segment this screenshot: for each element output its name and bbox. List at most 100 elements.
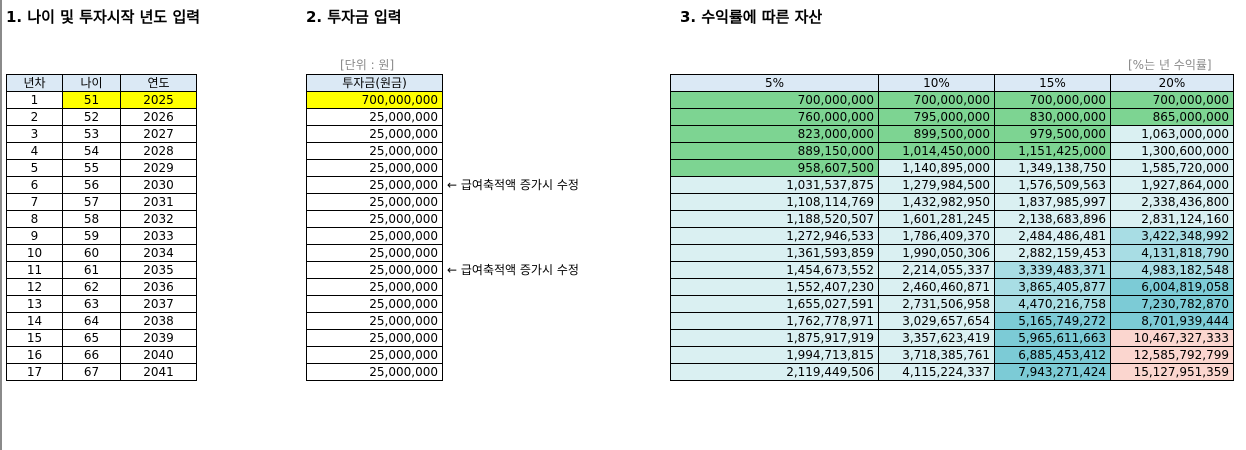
year-cell[interactable]: 2038 (120, 312, 197, 330)
year-cell[interactable]: 2037 (120, 295, 197, 313)
asset-10pct-cell[interactable]: 2,214,055,337 (878, 261, 995, 279)
asset-10pct-cell[interactable]: 2,460,460,871 (878, 278, 995, 296)
col-header-year-number[interactable]: 년차 (6, 74, 63, 92)
col-header-5pct[interactable]: 5% (670, 74, 879, 92)
investment-amount-cell[interactable]: 25,000,000 (306, 227, 443, 245)
year-number-cell[interactable]: 15 (6, 329, 63, 347)
year-number-cell[interactable]: 2 (6, 108, 63, 126)
year-number-cell[interactable]: 1 (6, 91, 63, 109)
asset-10pct-cell[interactable]: 1,786,409,370 (878, 227, 995, 245)
asset-5pct-cell[interactable]: 1,272,946,533 (670, 227, 879, 245)
asset-10pct-cell[interactable]: 3,357,623,419 (878, 329, 995, 347)
age-cell[interactable]: 58 (62, 210, 121, 228)
asset-20pct-cell[interactable]: 7,230,782,870 (1110, 295, 1234, 313)
investment-amount-cell[interactable]: 25,000,000 (306, 363, 443, 381)
year-cell[interactable]: 2031 (120, 193, 197, 211)
age-cell[interactable]: 62 (62, 278, 121, 296)
asset-5pct-cell[interactable]: 700,000,000 (670, 91, 879, 109)
asset-5pct-cell[interactable]: 958,607,500 (670, 159, 879, 177)
age-cell[interactable]: 65 (62, 329, 121, 347)
year-number-cell[interactable]: 10 (6, 244, 63, 262)
asset-20pct-cell[interactable]: 4,131,818,790 (1110, 244, 1234, 262)
year-cell[interactable]: 2040 (120, 346, 197, 364)
asset-10pct-cell[interactable]: 1,432,982,950 (878, 193, 995, 211)
investment-amount-cell[interactable]: 25,000,000 (306, 142, 443, 160)
investment-amount-cell[interactable]: 25,000,000 (306, 193, 443, 211)
investment-amount-cell[interactable]: 25,000,000 (306, 244, 443, 262)
year-number-cell[interactable]: 17 (6, 363, 63, 381)
asset-15pct-cell[interactable]: 3,339,483,371 (994, 261, 1111, 279)
asset-20pct-cell[interactable]: 10,467,327,333 (1110, 329, 1234, 347)
asset-10pct-cell[interactable]: 1,990,050,306 (878, 244, 995, 262)
asset-20pct-cell[interactable]: 865,000,000 (1110, 108, 1234, 126)
asset-10pct-cell[interactable]: 1,014,450,000 (878, 142, 995, 160)
asset-15pct-cell[interactable]: 5,165,749,272 (994, 312, 1111, 330)
asset-5pct-cell[interactable]: 1,552,407,230 (670, 278, 879, 296)
asset-15pct-cell[interactable]: 979,500,000 (994, 125, 1111, 143)
asset-5pct-cell[interactable]: 1,454,673,552 (670, 261, 879, 279)
year-number-cell[interactable]: 8 (6, 210, 63, 228)
asset-15pct-cell[interactable]: 700,000,000 (994, 91, 1111, 109)
asset-15pct-cell[interactable]: 6,885,453,412 (994, 346, 1111, 364)
age-cell[interactable]: 53 (62, 125, 121, 143)
asset-20pct-cell[interactable]: 1,300,600,000 (1110, 142, 1234, 160)
year-cell[interactable]: 2034 (120, 244, 197, 262)
year-number-cell[interactable]: 11 (6, 261, 63, 279)
investment-amount-cell[interactable]: 25,000,000 (306, 210, 443, 228)
asset-5pct-cell[interactable]: 760,000,000 (670, 108, 879, 126)
asset-5pct-cell[interactable]: 1,108,114,769 (670, 193, 879, 211)
asset-20pct-cell[interactable]: 8,701,939,444 (1110, 312, 1234, 330)
asset-15pct-cell[interactable]: 1,576,509,563 (994, 176, 1111, 194)
age-cell[interactable]: 54 (62, 142, 121, 160)
year-cell[interactable]: 2028 (120, 142, 197, 160)
year-number-cell[interactable]: 6 (6, 176, 63, 194)
asset-5pct-cell[interactable]: 1,188,520,507 (670, 210, 879, 228)
asset-10pct-cell[interactable]: 1,601,281,245 (878, 210, 995, 228)
asset-15pct-cell[interactable]: 2,484,486,481 (994, 227, 1111, 245)
asset-5pct-cell[interactable]: 1,994,713,815 (670, 346, 879, 364)
year-number-cell[interactable]: 4 (6, 142, 63, 160)
age-cell[interactable]: 52 (62, 108, 121, 126)
asset-10pct-cell[interactable]: 700,000,000 (878, 91, 995, 109)
investment-amount-cell[interactable]: 25,000,000 (306, 295, 443, 313)
year-cell[interactable]: 2030 (120, 176, 197, 194)
asset-5pct-cell[interactable]: 1,875,917,919 (670, 329, 879, 347)
year-number-cell[interactable]: 7 (6, 193, 63, 211)
age-cell[interactable]: 60 (62, 244, 121, 262)
age-cell[interactable]: 61 (62, 261, 121, 279)
col-header-investment[interactable]: 투자금(원금) (306, 74, 443, 92)
asset-5pct-cell[interactable]: 823,000,000 (670, 125, 879, 143)
asset-10pct-cell[interactable]: 1,140,895,000 (878, 159, 995, 177)
year-number-cell[interactable]: 16 (6, 346, 63, 364)
asset-20pct-cell[interactable]: 6,004,819,058 (1110, 278, 1234, 296)
asset-5pct-cell[interactable]: 1,762,778,971 (670, 312, 879, 330)
year-number-cell[interactable]: 5 (6, 159, 63, 177)
asset-15pct-cell[interactable]: 7,943,271,424 (994, 363, 1111, 381)
asset-15pct-cell[interactable]: 2,882,159,453 (994, 244, 1111, 262)
year-cell[interactable]: 2035 (120, 261, 197, 279)
asset-15pct-cell[interactable]: 1,837,985,997 (994, 193, 1111, 211)
col-header-15pct[interactable]: 15% (994, 74, 1111, 92)
year-number-cell[interactable]: 3 (6, 125, 63, 143)
col-header-10pct[interactable]: 10% (878, 74, 995, 92)
age-cell[interactable]: 56 (62, 176, 121, 194)
age-cell[interactable]: 63 (62, 295, 121, 313)
year-number-cell[interactable]: 12 (6, 278, 63, 296)
year-cell[interactable]: 2033 (120, 227, 197, 245)
asset-20pct-cell[interactable]: 2,831,124,160 (1110, 210, 1234, 228)
asset-15pct-cell[interactable]: 830,000,000 (994, 108, 1111, 126)
asset-5pct-cell[interactable]: 889,150,000 (670, 142, 879, 160)
year-cell[interactable]: 2026 (120, 108, 197, 126)
asset-15pct-cell[interactable]: 4,470,216,758 (994, 295, 1111, 313)
asset-10pct-cell[interactable]: 3,718,385,761 (878, 346, 995, 364)
asset-20pct-cell[interactable]: 700,000,000 (1110, 91, 1234, 109)
investment-amount-cell[interactable]: 25,000,000 (306, 261, 443, 279)
year-number-cell[interactable]: 9 (6, 227, 63, 245)
investment-amount-cell[interactable]: 25,000,000 (306, 159, 443, 177)
asset-20pct-cell[interactable]: 1,063,000,000 (1110, 125, 1234, 143)
investment-amount-cell[interactable]: 25,000,000 (306, 278, 443, 296)
age-cell[interactable]: 57 (62, 193, 121, 211)
investment-amount-cell[interactable]: 25,000,000 (306, 329, 443, 347)
age-cell[interactable]: 66 (62, 346, 121, 364)
investment-amount-cell[interactable]: 700,000,000 (306, 91, 443, 109)
